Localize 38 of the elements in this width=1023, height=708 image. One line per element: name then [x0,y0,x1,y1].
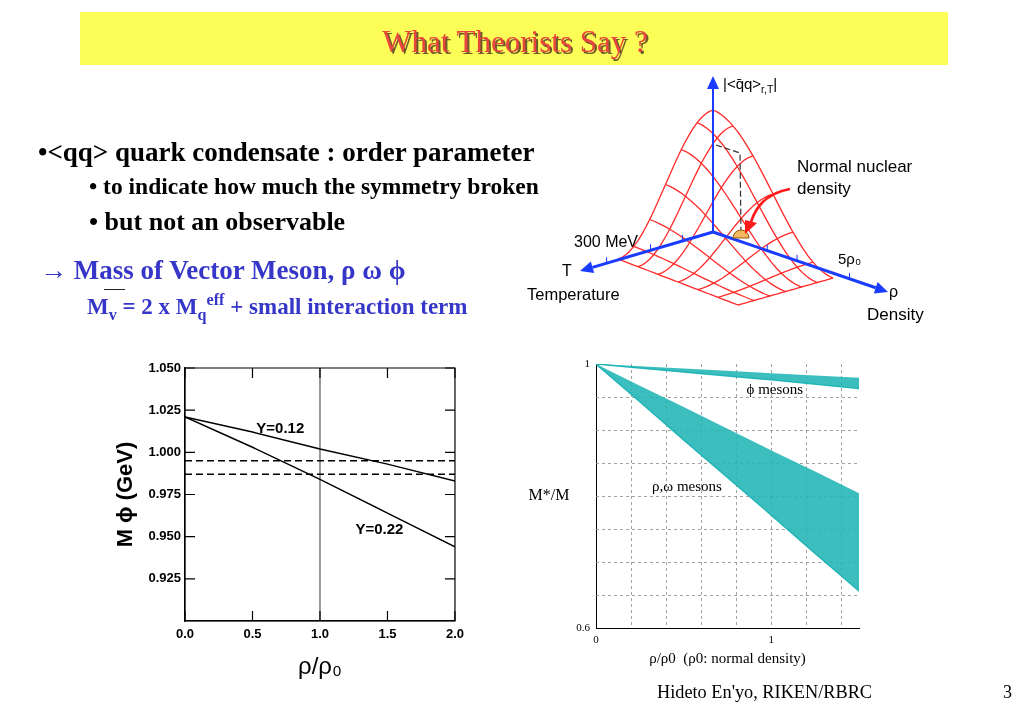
text: • to indicate how much the symmetry broken [89,173,539,201]
y-tick-label: 0.6 [576,620,591,633]
y-tick-label: 1.050 [148,359,181,375]
text: → Mass of Vector Meson, ρ ω ϕ [40,255,406,287]
x-axis-title: ρ/ρ0 (ρ0: normal density) [649,649,806,667]
text: M$_{v}$ = 2 x M$_{q}$$^{eff}$ + small interaction term [87,291,468,323]
text: Normal nuclear density [797,156,914,200]
y-axis-title: M ϕ (GeV) [112,441,138,548]
x-tick-label: 0 [593,633,600,646]
y-axis-title: M*/M [528,486,570,504]
text: 5ρ₀ [838,250,862,268]
text: |<q̄q>$_{r,T}$| [723,75,778,95]
text: T [562,262,572,281]
series-label: ρ,ω mesons [652,477,723,494]
y-tick-label: 0.975 [148,486,181,502]
text: • but not an observable [89,207,346,237]
x-tick-label: 0.5 [243,626,262,642]
x-tick-label: 1.0 [310,626,330,642]
text: Temperature [527,285,620,304]
x-axis-title: ρ/ρ₀ [298,652,342,680]
text: Density [867,305,924,325]
series-label: ϕ mesons [746,380,804,397]
y-tick-label: 0.950 [148,528,181,544]
text: •<qq> quark condensate : order parameter [38,137,535,169]
text: 300 MeV [574,233,639,252]
x-tick-label: 0.0 [175,626,195,642]
y-tick-label: 1.000 [148,443,181,459]
series-label: Y=0.12 [256,419,305,437]
x-tick-label: 1 [768,633,775,646]
text: What Theorists Say ? [382,24,648,60]
x-tick-label: 2.0 [445,626,464,642]
y-tick-label: 1.025 [148,401,181,417]
x-tick-label: 1.5 [378,626,397,642]
text: ρ [889,283,899,302]
text: Hideto En'yo, RIKEN/RBRC [657,682,873,704]
series-label: Y=0.22 [355,520,404,538]
text: 3 [1003,682,1012,703]
y-tick-label: 0.925 [148,570,181,586]
